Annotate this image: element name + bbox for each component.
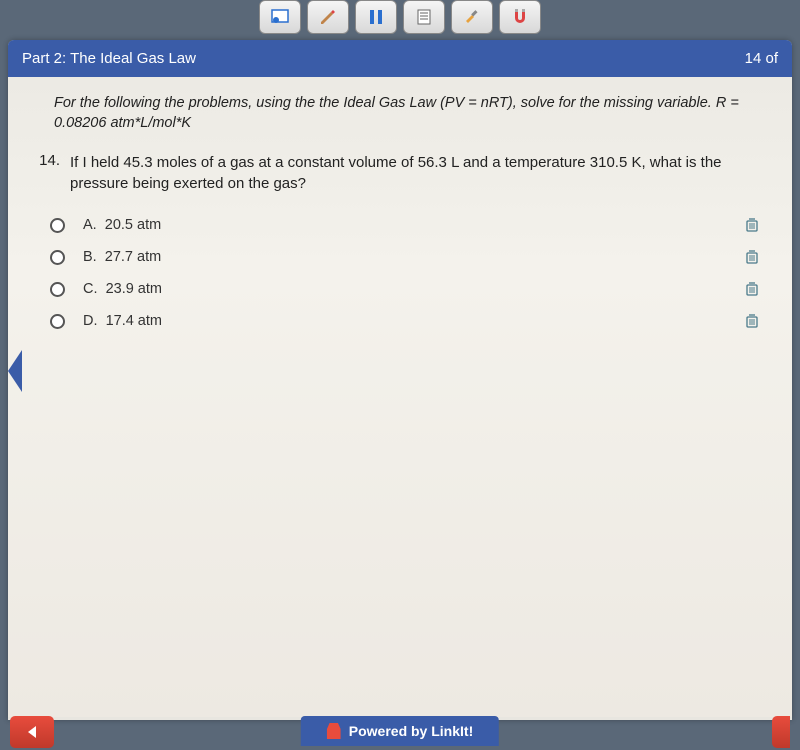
powered-text: Powered by LinkIt! bbox=[349, 723, 473, 739]
strike-icon[interactable] bbox=[746, 282, 758, 296]
info-icon[interactable] bbox=[259, 0, 301, 34]
option-a-label: A. 20.5 atm bbox=[83, 217, 161, 233]
powered-by-badge: Powered by LinkIt! bbox=[301, 716, 499, 746]
question-number: 14. bbox=[32, 152, 60, 196]
question-text: If I held 45.3 moles of a gas at a const… bbox=[70, 152, 768, 196]
content-area: For the following the problems, using th… bbox=[8, 77, 792, 717]
radio-c[interactable] bbox=[50, 282, 65, 297]
section-title: Part 2: The Ideal Gas Law bbox=[22, 50, 196, 67]
question-block: 14. If I held 45.3 moles of a gas at a c… bbox=[32, 152, 768, 196]
question-card: Part 2: The Ideal Gas Law 14 of For the … bbox=[8, 40, 792, 720]
top-toolbar bbox=[0, 0, 800, 40]
radio-b[interactable] bbox=[50, 250, 65, 265]
progress-indicator: 14 of bbox=[745, 50, 778, 67]
option-b[interactable]: B. 27.7 atm bbox=[50, 241, 768, 273]
previous-button[interactable] bbox=[10, 716, 54, 748]
option-c[interactable]: C. 23.9 atm bbox=[50, 273, 768, 305]
strike-icon[interactable] bbox=[746, 314, 758, 328]
instructions-text: For the following the problems, using th… bbox=[54, 93, 768, 134]
option-b-label: B. 27.7 atm bbox=[83, 249, 161, 265]
option-d[interactable]: D. 17.4 atm bbox=[50, 305, 768, 337]
magnet-icon[interactable] bbox=[499, 0, 541, 34]
tool-icon[interactable] bbox=[451, 0, 493, 34]
linkit-icon bbox=[327, 723, 341, 739]
strike-icon[interactable] bbox=[746, 250, 758, 264]
note-icon[interactable] bbox=[403, 0, 445, 34]
radio-d[interactable] bbox=[50, 314, 65, 329]
section-header: Part 2: The Ideal Gas Law 14 of bbox=[8, 40, 792, 77]
option-d-label: D. 17.4 atm bbox=[83, 313, 162, 329]
radio-a[interactable] bbox=[50, 218, 65, 233]
edit-icon[interactable] bbox=[307, 0, 349, 34]
strike-icon[interactable] bbox=[746, 218, 758, 232]
option-a[interactable]: A. 20.5 atm bbox=[50, 209, 768, 241]
option-c-label: C. 23.9 atm bbox=[83, 281, 162, 297]
options-list: A. 20.5 atm B. 27.7 atm C. 23.9 atm D. 1… bbox=[50, 209, 768, 337]
next-button[interactable] bbox=[772, 716, 790, 748]
pause-icon[interactable] bbox=[355, 0, 397, 34]
